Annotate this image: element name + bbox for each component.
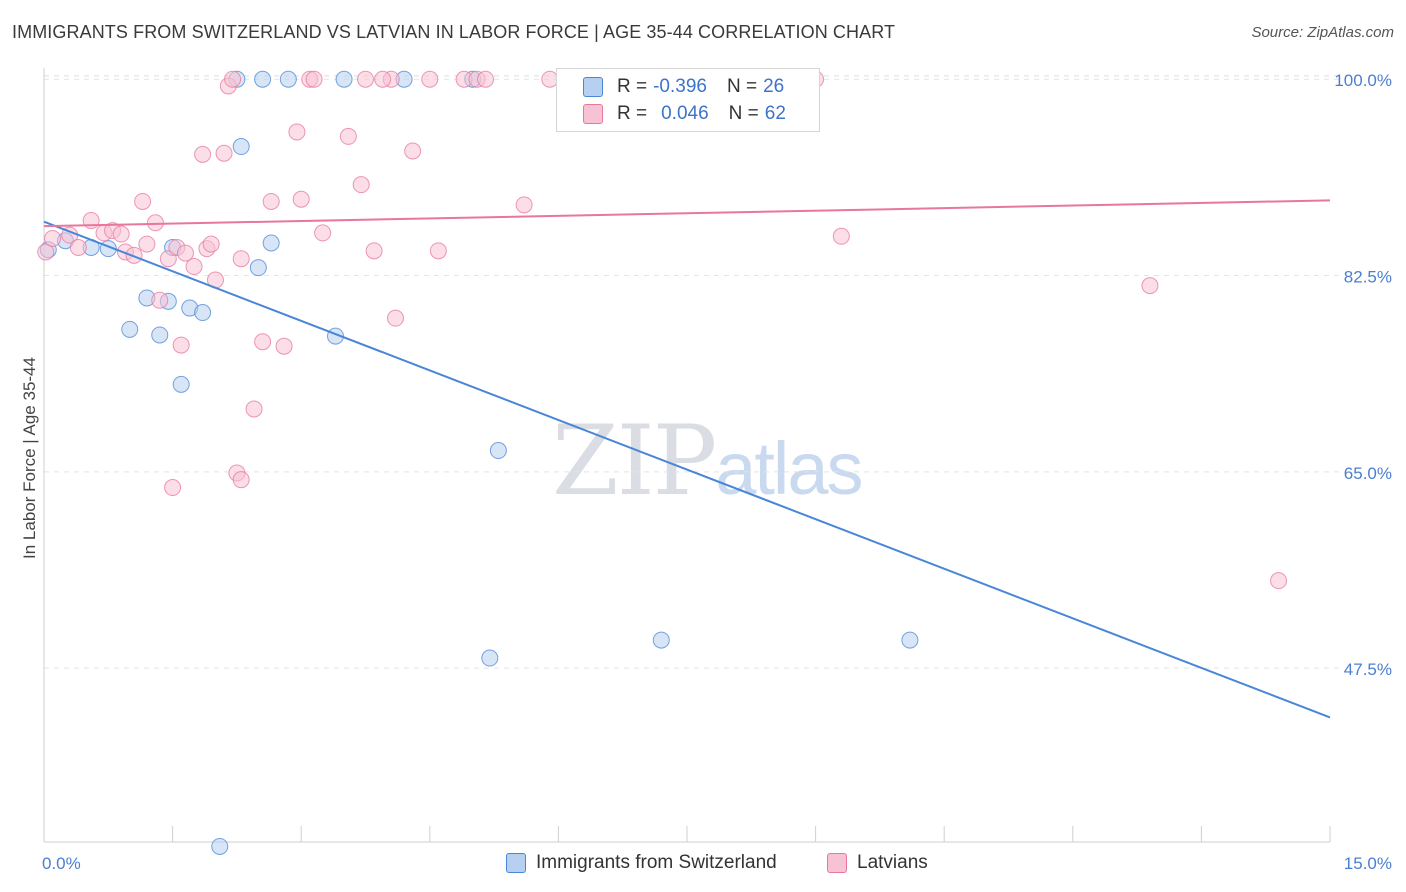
stats-legend-row-switzerland: R = -0.396 N = 26: [583, 74, 784, 100]
point-latvians: [305, 70, 323, 88]
point-switzerland: [254, 70, 272, 88]
point-latvians: [69, 238, 87, 256]
series-legend-latvians: Latvians: [827, 852, 928, 874]
point-latvians: [159, 250, 177, 268]
point-latvians: [515, 196, 533, 214]
trend-line-latvians: [43, 199, 1331, 228]
source-credit: Source: ZipAtlas.com: [1251, 24, 1394, 41]
point-switzerland: [489, 442, 507, 460]
point-latvians: [314, 224, 332, 242]
legend-swatch-switzerland: [583, 77, 603, 97]
point-latvians: [339, 127, 357, 145]
series-legend-switzerland: Immigrants from Switzerland: [506, 852, 777, 874]
x-tick-label: 0.0%: [42, 854, 81, 873]
point-latvians: [202, 235, 220, 253]
legend-r-label: R =: [617, 76, 648, 97]
point-latvians: [151, 291, 169, 309]
point-switzerland: [249, 259, 267, 277]
point-latvians: [44, 230, 62, 248]
point-latvians: [429, 242, 447, 260]
point-latvians: [421, 70, 439, 88]
stats-legend-row-latvians: R = 0.046 N = 62: [583, 101, 786, 127]
watermark-atlas: atlas: [715, 427, 863, 510]
point-latvians: [112, 225, 130, 243]
point-latvians: [365, 242, 383, 260]
series-swatch-latvians: [827, 853, 847, 873]
point-switzerland: [172, 375, 190, 393]
point-switzerland: [652, 631, 670, 649]
y-tick-label: 82.5%: [1344, 268, 1392, 287]
point-switzerland: [211, 837, 229, 855]
point-latvians: [164, 479, 182, 497]
point-latvians: [176, 244, 194, 262]
point-latvians: [374, 70, 392, 88]
point-latvians: [254, 333, 272, 351]
x-tick-label: 15.0%: [1344, 854, 1392, 873]
point-latvians: [194, 145, 212, 163]
legend-n-value-switzerland: 26: [763, 76, 785, 97]
legend-swatch-latvians: [583, 104, 603, 124]
point-latvians: [832, 227, 850, 245]
point-latvians: [172, 336, 190, 354]
series-legend: Immigrants from Switzerland Latvians: [0, 852, 1406, 878]
point-latvians: [138, 235, 156, 253]
point-latvians: [146, 214, 164, 232]
point-latvians: [1270, 572, 1288, 590]
series-legend-label-latvians: Latvians: [857, 852, 928, 873]
point-latvians: [1141, 277, 1159, 295]
point-switzerland: [279, 70, 297, 88]
y-tick-label: 47.5%: [1344, 660, 1392, 679]
trend-line-switzerland: [43, 220, 1331, 719]
point-latvians: [275, 337, 293, 355]
point-latvians: [37, 243, 55, 261]
point-latvians: [352, 176, 370, 194]
point-latvians: [357, 70, 374, 88]
point-switzerland: [232, 138, 250, 156]
legend-n-label: N =: [728, 103, 759, 124]
stats-legend: R = -0.396 N = 26 R = 0.046 N = 62: [556, 68, 820, 132]
watermark-zip: ZIP: [552, 405, 717, 517]
watermark: ZIPatlas: [552, 405, 864, 517]
chart-title: IMMIGRANTS FROM SWITZERLAND VS LATVIAN I…: [12, 22, 896, 42]
point-switzerland: [262, 234, 280, 252]
y-tick-label: 65.0%: [1344, 464, 1392, 483]
point-latvians: [387, 309, 405, 327]
point-latvians: [134, 192, 152, 210]
point-latvians: [245, 400, 263, 418]
series-legend-label-switzerland: Immigrants from Switzerland: [536, 852, 777, 873]
point-latvians: [215, 144, 233, 162]
point-switzerland: [335, 70, 353, 88]
point-switzerland: [121, 320, 139, 338]
point-latvians: [288, 123, 306, 141]
point-switzerland: [901, 631, 919, 649]
point-latvians: [477, 70, 495, 88]
point-latvians: [262, 192, 280, 210]
legend-n-label: N =: [726, 76, 758, 97]
point-latvians: [232, 471, 250, 489]
legend-r-label: R =: [617, 103, 648, 124]
point-switzerland: [151, 326, 169, 344]
legend-n-value-latvians: 62: [764, 103, 786, 124]
point-switzerland: [194, 304, 212, 322]
legend-r-value-latvians: 0.046: [661, 103, 709, 124]
point-switzerland: [481, 649, 499, 667]
point-latvians: [292, 190, 310, 208]
y-tick-label: 100.0%: [1334, 71, 1392, 90]
point-latvians: [232, 250, 250, 268]
point-latvians: [224, 70, 242, 88]
point-latvians: [404, 142, 422, 160]
series-swatch-switzerland: [506, 853, 526, 873]
point-latvians: [185, 258, 203, 276]
legend-r-value-switzerland: -0.396: [653, 76, 707, 97]
